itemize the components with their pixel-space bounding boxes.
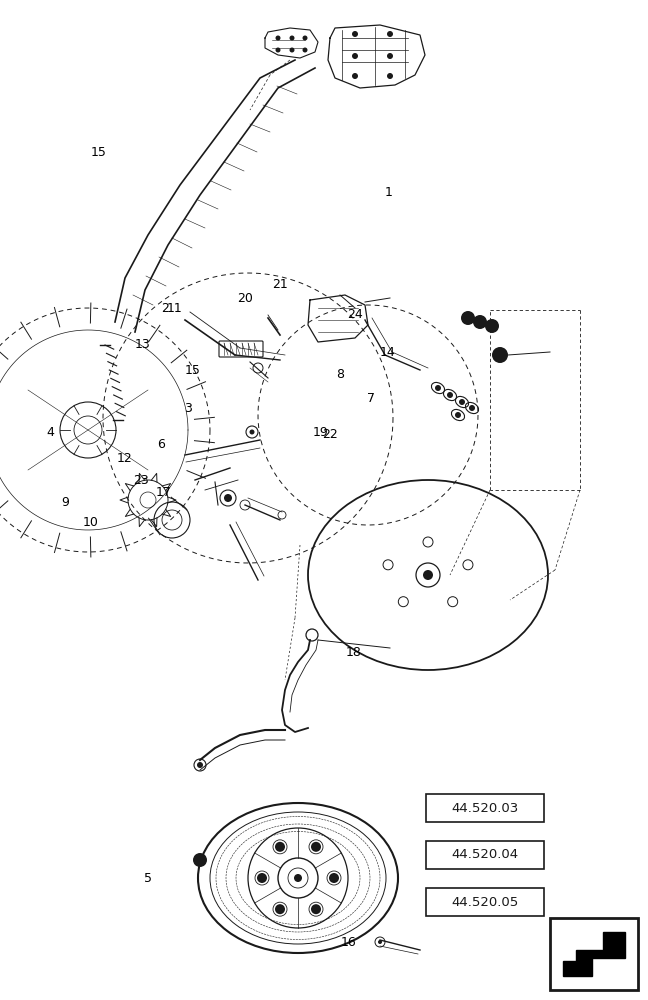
Circle shape <box>352 73 358 79</box>
Text: 4: 4 <box>47 426 54 438</box>
Text: 18: 18 <box>345 646 361 658</box>
Circle shape <box>290 35 294 40</box>
Circle shape <box>303 47 308 52</box>
Text: 8: 8 <box>336 368 344 381</box>
Bar <box>426 794 544 822</box>
Circle shape <box>459 399 465 405</box>
Circle shape <box>447 392 453 398</box>
Text: 10: 10 <box>83 516 98 528</box>
Text: 11: 11 <box>167 302 183 314</box>
Circle shape <box>485 319 499 333</box>
Circle shape <box>311 842 321 852</box>
Circle shape <box>193 853 207 867</box>
Circle shape <box>275 47 281 52</box>
Bar <box>426 888 544 916</box>
Circle shape <box>311 904 321 914</box>
FancyBboxPatch shape <box>219 341 263 357</box>
Circle shape <box>303 35 308 40</box>
Circle shape <box>275 35 281 40</box>
Text: 9: 9 <box>61 495 69 508</box>
Text: 15: 15 <box>91 145 106 158</box>
Text: 13: 13 <box>135 338 150 352</box>
Circle shape <box>197 762 203 768</box>
Text: 2: 2 <box>161 302 169 314</box>
Circle shape <box>224 494 232 502</box>
Text: 24: 24 <box>347 308 363 322</box>
Circle shape <box>423 570 433 580</box>
Circle shape <box>387 31 393 37</box>
Text: 20: 20 <box>237 292 253 304</box>
Text: 3: 3 <box>184 401 192 414</box>
Circle shape <box>352 53 358 59</box>
Circle shape <box>469 405 475 411</box>
Circle shape <box>275 842 285 852</box>
Circle shape <box>387 53 393 59</box>
Text: 23: 23 <box>133 474 149 487</box>
Bar <box>550 918 638 990</box>
Circle shape <box>249 430 255 434</box>
Polygon shape <box>563 932 625 976</box>
Text: 1: 1 <box>385 186 393 198</box>
Circle shape <box>378 940 382 944</box>
Text: 19: 19 <box>313 426 329 438</box>
Text: 12: 12 <box>117 452 132 464</box>
Circle shape <box>455 412 461 418</box>
Circle shape <box>387 73 393 79</box>
Circle shape <box>473 315 487 329</box>
Bar <box>426 841 544 869</box>
Text: 5: 5 <box>144 871 152 884</box>
Circle shape <box>329 873 339 883</box>
Text: 6: 6 <box>157 438 165 452</box>
Circle shape <box>352 31 358 37</box>
Text: 7: 7 <box>367 391 375 404</box>
Circle shape <box>257 873 267 883</box>
Circle shape <box>492 347 508 363</box>
Circle shape <box>461 311 475 325</box>
Text: 17: 17 <box>156 486 171 498</box>
Text: 15: 15 <box>185 363 201 376</box>
Text: 14: 14 <box>380 346 395 359</box>
Circle shape <box>435 385 441 391</box>
Circle shape <box>290 47 294 52</box>
Circle shape <box>294 874 302 882</box>
Text: 22: 22 <box>323 428 338 442</box>
Circle shape <box>275 904 285 914</box>
Text: 16: 16 <box>341 936 356 948</box>
Text: 44.520.05: 44.520.05 <box>451 896 518 908</box>
Text: 44.520.03: 44.520.03 <box>451 802 518 814</box>
Text: 44.520.04: 44.520.04 <box>451 848 518 861</box>
Text: 21: 21 <box>272 278 288 292</box>
